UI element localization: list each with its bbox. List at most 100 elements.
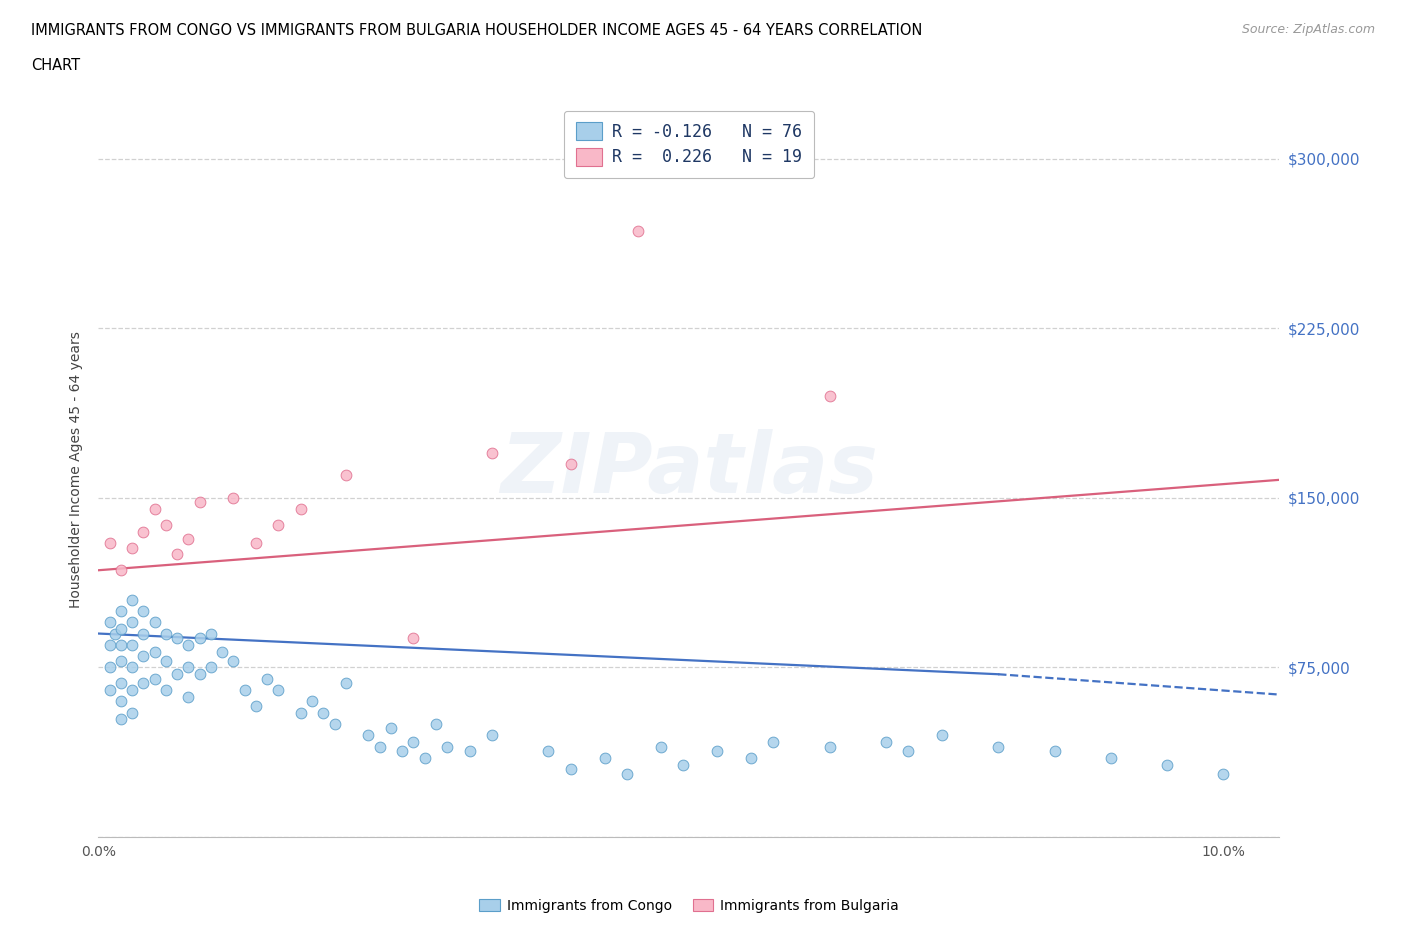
Point [560, 762, 582, 777]
Point [166, 667, 188, 682]
Point [155, 653, 177, 668]
Point [560, 457, 582, 472]
Point [155, 626, 177, 641]
Point [132, 676, 155, 691]
Point [537, 744, 560, 759]
Point [110, 653, 132, 668]
Point [110, 712, 132, 727]
Point [368, 739, 391, 754]
Point [593, 751, 616, 765]
Point [121, 637, 143, 652]
Point [290, 705, 312, 720]
Point [155, 518, 177, 533]
Point [155, 683, 177, 698]
Point [110, 604, 132, 618]
Point [402, 631, 425, 645]
Y-axis label: Householder Income Ages 45 - 64 years: Householder Income Ages 45 - 64 years [69, 331, 83, 608]
Point [143, 502, 166, 517]
Point [166, 631, 188, 645]
Point [143, 671, 166, 686]
Point [121, 540, 143, 555]
Point [143, 615, 166, 630]
Point [104, 626, 127, 641]
Point [335, 468, 357, 483]
Point [143, 644, 166, 659]
Point [200, 626, 222, 641]
Point [875, 735, 897, 750]
Point [121, 683, 143, 698]
Point [200, 660, 222, 675]
Point [481, 445, 503, 460]
Point [188, 667, 211, 682]
Point [98, 615, 121, 630]
Point [1212, 766, 1234, 781]
Point [380, 721, 402, 736]
Point [267, 683, 290, 698]
Point [402, 735, 425, 750]
Point [818, 739, 841, 754]
Point [188, 495, 211, 510]
Point [1099, 751, 1122, 765]
Text: IMMIGRANTS FROM CONGO VS IMMIGRANTS FROM BULGARIA HOUSEHOLDER INCOME AGES 45 - 6: IMMIGRANTS FROM CONGO VS IMMIGRANTS FROM… [31, 23, 922, 38]
Point [1156, 757, 1178, 772]
Point [132, 604, 155, 618]
Point [481, 728, 503, 743]
Point [121, 615, 143, 630]
Text: ZIPatlas: ZIPatlas [501, 429, 877, 511]
Point [110, 694, 132, 709]
Point [245, 698, 267, 713]
Point [245, 536, 267, 551]
Point [110, 563, 132, 578]
Point [740, 751, 762, 765]
Point [98, 536, 121, 551]
Legend: R = -0.126   N = 76, R =  0.226   N = 19: R = -0.126 N = 76, R = 0.226 N = 19 [564, 111, 814, 178]
Point [188, 631, 211, 645]
Point [132, 649, 155, 664]
Point [323, 716, 346, 731]
Point [413, 751, 436, 765]
Point [672, 757, 695, 772]
Point [897, 744, 920, 759]
Point [132, 525, 155, 539]
Point [121, 705, 143, 720]
Point [391, 744, 413, 759]
Point [177, 531, 200, 546]
Point [706, 744, 728, 759]
Point [211, 644, 233, 659]
Point [110, 621, 132, 636]
Point [301, 694, 323, 709]
Point [177, 660, 200, 675]
Point [121, 660, 143, 675]
Point [616, 766, 638, 781]
Point [762, 735, 785, 750]
Legend: Immigrants from Congo, Immigrants from Bulgaria: Immigrants from Congo, Immigrants from B… [474, 894, 904, 919]
Point [110, 637, 132, 652]
Point [1043, 744, 1066, 759]
Point [98, 637, 121, 652]
Point [177, 637, 200, 652]
Point [650, 739, 672, 754]
Point [121, 592, 143, 607]
Point [222, 490, 245, 505]
Point [818, 389, 841, 404]
Point [357, 728, 380, 743]
Point [267, 518, 290, 533]
Text: CHART: CHART [31, 58, 80, 73]
Point [290, 502, 312, 517]
Point [425, 716, 447, 731]
Point [312, 705, 335, 720]
Point [233, 683, 256, 698]
Point [177, 689, 200, 704]
Point [110, 676, 132, 691]
Point [436, 739, 458, 754]
Text: Source: ZipAtlas.com: Source: ZipAtlas.com [1241, 23, 1375, 36]
Point [166, 547, 188, 562]
Point [458, 744, 481, 759]
Point [987, 739, 1010, 754]
Point [98, 660, 121, 675]
Point [335, 676, 357, 691]
Point [256, 671, 278, 686]
Point [931, 728, 953, 743]
Point [627, 224, 650, 239]
Point [98, 683, 121, 698]
